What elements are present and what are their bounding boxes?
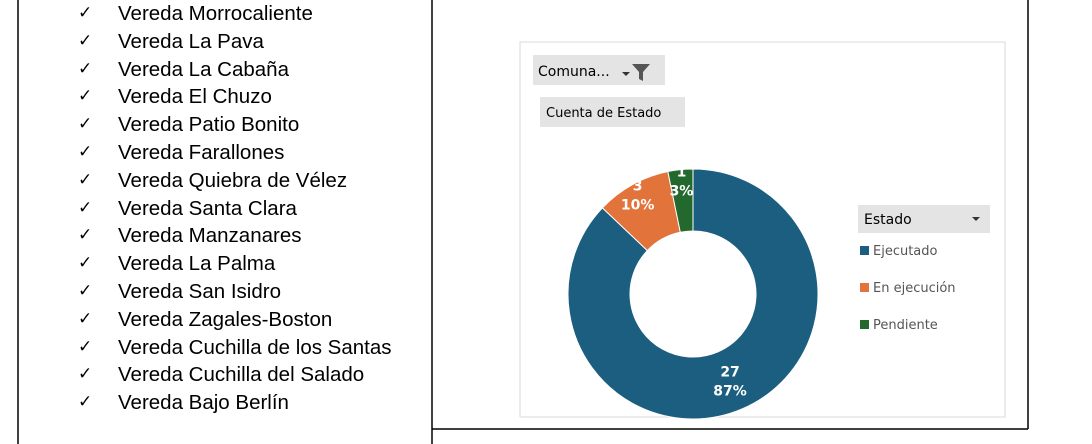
donut-slice bbox=[667, 168, 694, 233]
filter-button-label: Comuna... bbox=[538, 64, 610, 80]
value-button-label: Cuenta de Estado bbox=[546, 106, 661, 121]
legend-swatch bbox=[860, 283, 869, 292]
list-item: Vereda Morrocaliente bbox=[78, 0, 430, 28]
list-item: Vereda Zagales-Boston bbox=[78, 306, 430, 334]
list-item: Vereda Santa Clara bbox=[78, 195, 430, 223]
list-item: Vereda San Isidro bbox=[78, 278, 430, 306]
value-button[interactable] bbox=[540, 97, 685, 127]
percent-label: 10% bbox=[621, 197, 655, 213]
legend-swatch bbox=[860, 246, 869, 255]
data-label: 27 bbox=[720, 364, 739, 380]
list-item: Vereda Cuchilla del Salado bbox=[78, 361, 430, 389]
percent-label: 3% bbox=[670, 184, 694, 200]
list-item: Vereda Cuchilla de los Santas bbox=[78, 334, 430, 362]
dropdown-icon bbox=[972, 217, 980, 221]
dropdown-icon bbox=[622, 72, 630, 76]
donut-slice bbox=[567, 168, 819, 420]
list-item: Vereda Manzanares bbox=[78, 222, 430, 250]
legend-button[interactable] bbox=[858, 205, 990, 233]
list-item: Vereda La Pava bbox=[78, 28, 430, 56]
legend-label: Pendiente bbox=[873, 318, 938, 333]
list-item: Vereda Farallones bbox=[78, 139, 430, 167]
village-list: Vereda MorrocalienteVereda La PavaVereda… bbox=[78, 0, 430, 417]
list-item: Vereda La Cabaña bbox=[78, 56, 430, 84]
list-item: Vereda Patio Bonito bbox=[78, 111, 430, 139]
data-label: 1 bbox=[677, 165, 687, 181]
legend-title: Estado bbox=[864, 212, 912, 228]
list-item: Vereda La Palma bbox=[78, 250, 430, 278]
legend-label: En ejecución bbox=[873, 281, 956, 296]
percent-label: 87% bbox=[713, 383, 747, 399]
filter-icon bbox=[632, 64, 650, 81]
list-item: Vereda Quiebra de Vélez bbox=[78, 167, 430, 195]
legend-label: Ejecutado bbox=[873, 244, 938, 259]
list-item: Vereda Bajo Berlín bbox=[78, 389, 430, 417]
data-label: 3 bbox=[633, 178, 643, 194]
legend-swatch bbox=[860, 320, 869, 329]
list-item: Vereda El Chuzo bbox=[78, 83, 430, 111]
